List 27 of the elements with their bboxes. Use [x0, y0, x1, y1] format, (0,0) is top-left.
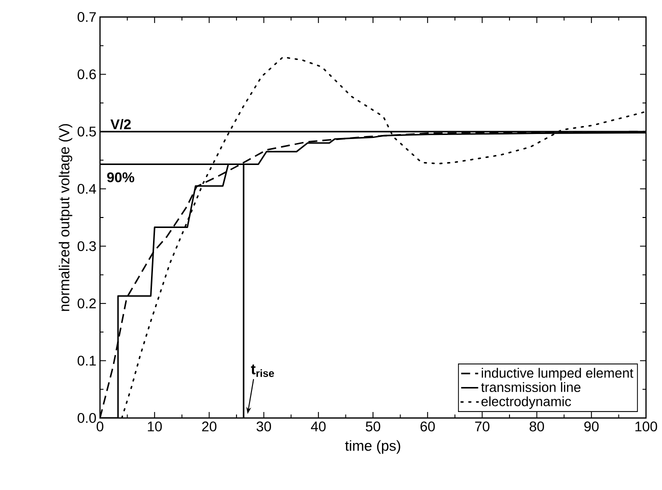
- y-tick-label: 0.6: [78, 69, 96, 80]
- x-tick-label: 90: [584, 422, 599, 432]
- y-tick-label: 0.0: [78, 413, 96, 423]
- x-tick-label: 20: [202, 422, 216, 432]
- y-tick-label: 0.7: [78, 12, 96, 22]
- ref-line-label: V/2: [110, 118, 131, 130]
- annotation: t$_{rise}$: [250, 364, 274, 377]
- x-tick-label: 80: [530, 422, 544, 432]
- x-tick-label: 60: [420, 422, 435, 432]
- legend-label: electrodynamic: [481, 396, 571, 409]
- legend-label: inductive lumped element: [482, 368, 634, 380]
- x-tick-label: 30: [256, 422, 272, 432]
- x-tick-label: 100: [635, 422, 658, 432]
- x-tick-label: 70: [475, 422, 490, 432]
- y-tick-label: 0.2: [78, 298, 96, 308]
- legend-label: transmission line: [481, 382, 580, 392]
- y-tick-label: 0.4: [78, 184, 96, 194]
- x-tick-label: 40: [310, 422, 326, 432]
- x-tick-label: 50: [366, 422, 380, 432]
- x-tick-label: 0: [96, 422, 104, 432]
- y-axis-title: normalized output voltage (V): [58, 124, 72, 311]
- y-tick-label: 0.5: [78, 126, 96, 137]
- x-tick-label: 10: [148, 422, 162, 432]
- x-axis-title: time (ps): [345, 440, 400, 454]
- y-tick-label: 0.3: [78, 241, 96, 252]
- y-tick-label: 0.1: [78, 356, 96, 366]
- annotation: 90%: [107, 172, 134, 182]
